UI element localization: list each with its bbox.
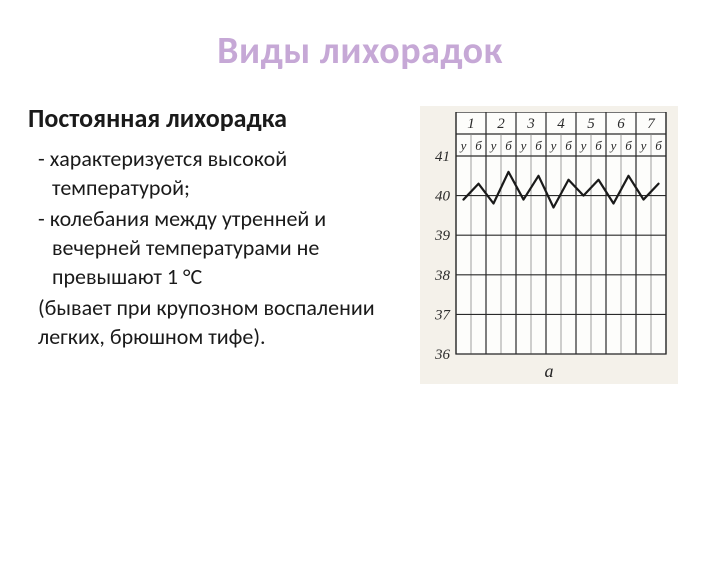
svg-text:3: 3 [526,116,535,132]
svg-text:у: у [489,138,497,153]
svg-text:4: 4 [557,116,565,132]
svg-text:у: у [549,138,557,153]
svg-text:5: 5 [587,116,595,132]
bullet-2: - колебания между утренней и вечерней те… [28,204,386,291]
svg-text:40: 40 [435,189,451,205]
bullet-1: - характеризуется высокой температурой; [28,144,386,202]
svg-text:6: 6 [617,116,625,132]
svg-text:39: 39 [434,228,451,244]
svg-text:у: у [459,138,467,153]
subtitle: Постоянная лихорадка [28,102,386,134]
svg-text:б: б [535,138,542,153]
svg-text:у: у [639,138,647,153]
text-column: Постоянная лихорадка - характеризуется в… [28,102,398,384]
svg-text:б: б [475,138,482,153]
chart-svg: 1234567убубубубубубуб414039383736 [422,112,672,362]
svg-text:38: 38 [434,268,451,284]
svg-text:2: 2 [497,116,505,132]
svg-text:41: 41 [435,149,450,165]
paren-note: (бывает при крупозном воспалении легких,… [28,293,386,351]
temperature-chart: 1234567убубубубубубуб414039383736 а [420,106,678,384]
svg-text:1: 1 [467,116,475,132]
chart-column: 1234567убубубубубубуб414039383736 а [398,102,700,384]
svg-text:б: б [505,138,512,153]
svg-text:б: б [655,138,662,153]
svg-text:37: 37 [434,307,452,323]
svg-text:у: у [579,138,587,153]
page-title: Виды лихорадок [0,28,720,74]
svg-text:36: 36 [434,347,451,362]
chart-caption: а [545,361,554,382]
content-row: Постоянная лихорадка - характеризуется в… [0,102,720,384]
svg-text:б: б [595,138,602,153]
svg-text:у: у [609,138,617,153]
svg-text:б: б [625,138,632,153]
svg-text:б: б [565,138,572,153]
svg-text:у: у [519,138,527,153]
